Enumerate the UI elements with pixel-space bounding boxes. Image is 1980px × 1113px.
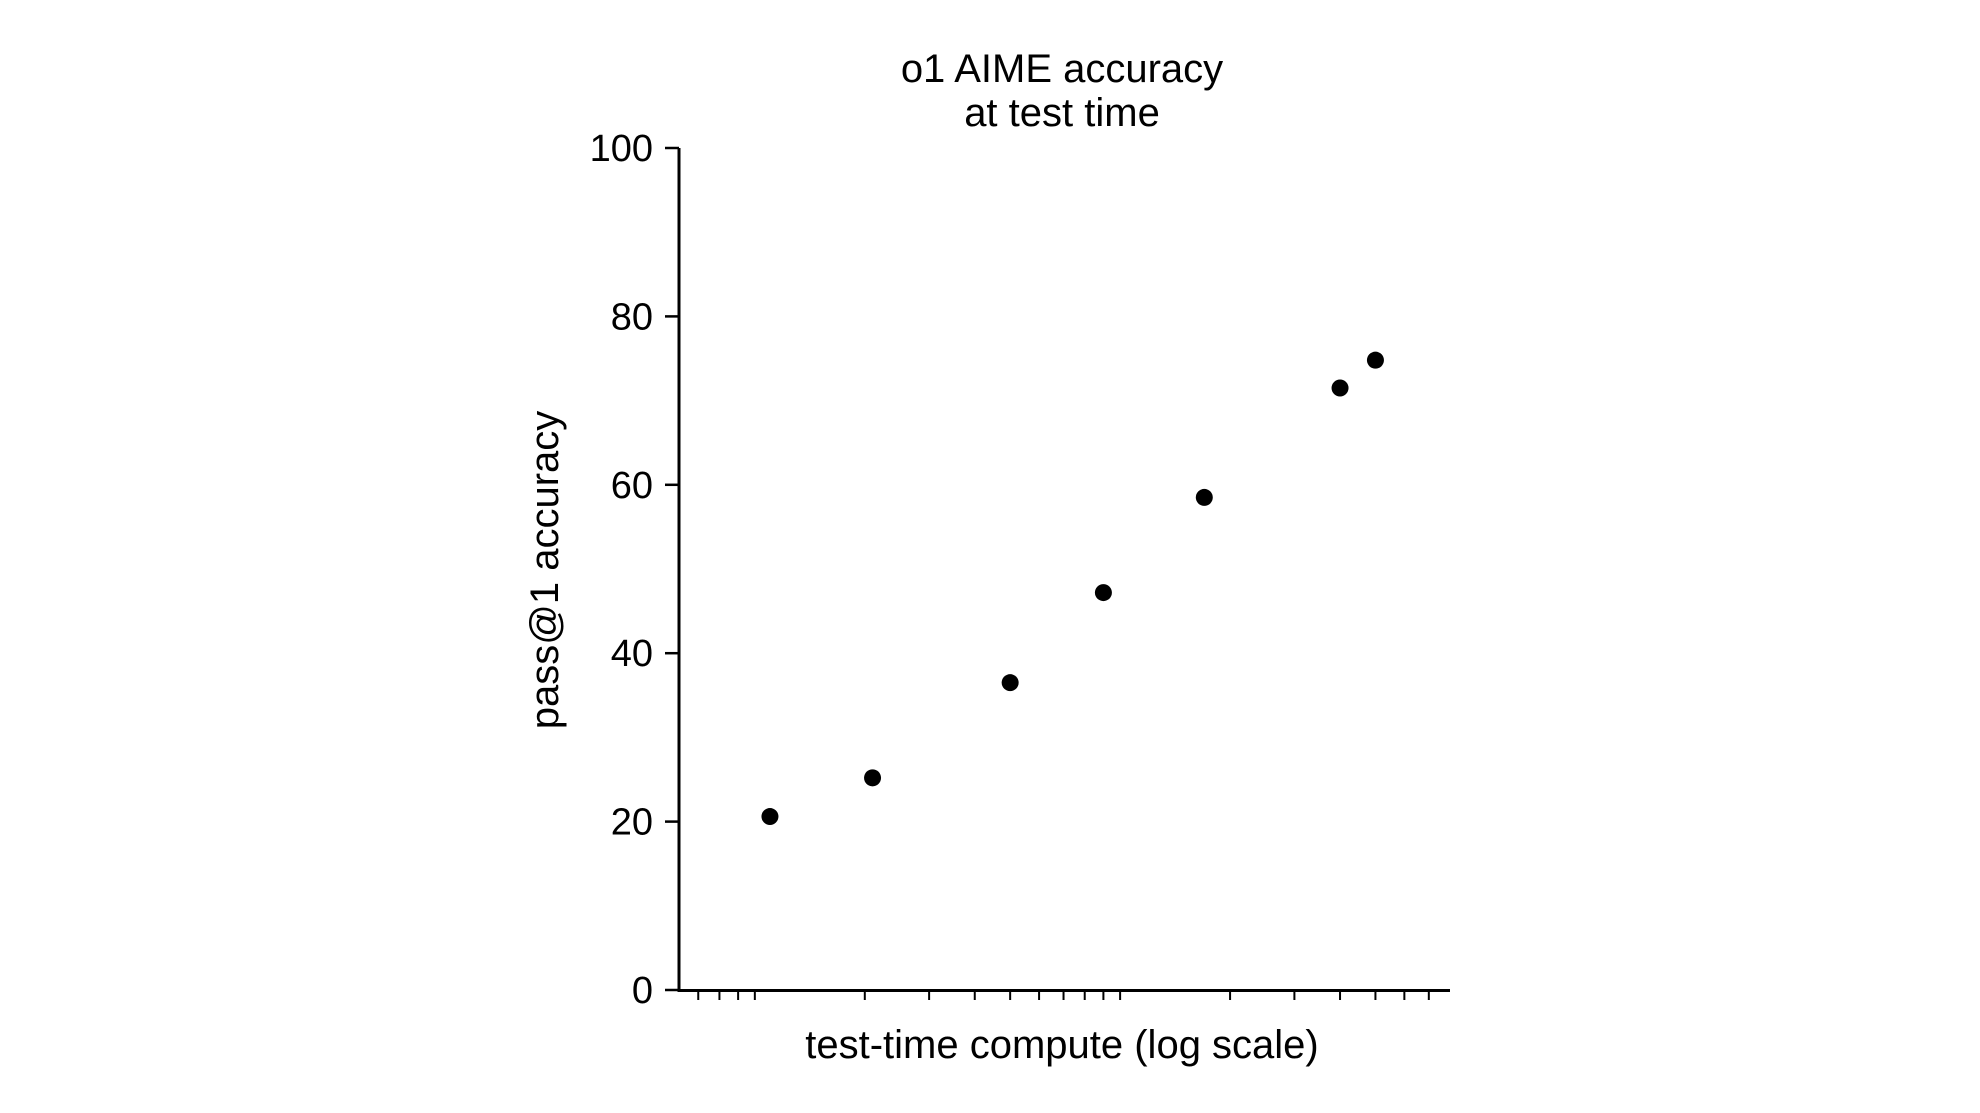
y-tick-label: 80 [611,296,653,338]
data-points [761,351,1384,826]
x-axis-label: test-time compute (log scale) [805,1023,1319,1067]
data-point [761,808,779,826]
data-point [1001,674,1019,692]
y-tick-label: 20 [611,802,653,844]
data-point [1366,351,1384,369]
y-tick-label: 40 [611,633,653,675]
data-point [864,769,882,787]
data-point [1331,379,1349,397]
data-point [1094,584,1112,602]
chart-subtitle: at test time [964,91,1160,135]
data-point [1195,488,1213,506]
y-tick-label: 0 [632,970,653,1012]
y-axis-ticks: 0 20 40 60 80 100 [590,128,679,1012]
y-tick-label: 60 [611,465,653,507]
y-tick-label: 100 [590,128,653,170]
y-axis-label: pass@1 accuracy [523,411,567,730]
chart-title: o1 AIME accuracy [901,47,1223,91]
x-axis-minor-ticks [697,990,1430,1000]
